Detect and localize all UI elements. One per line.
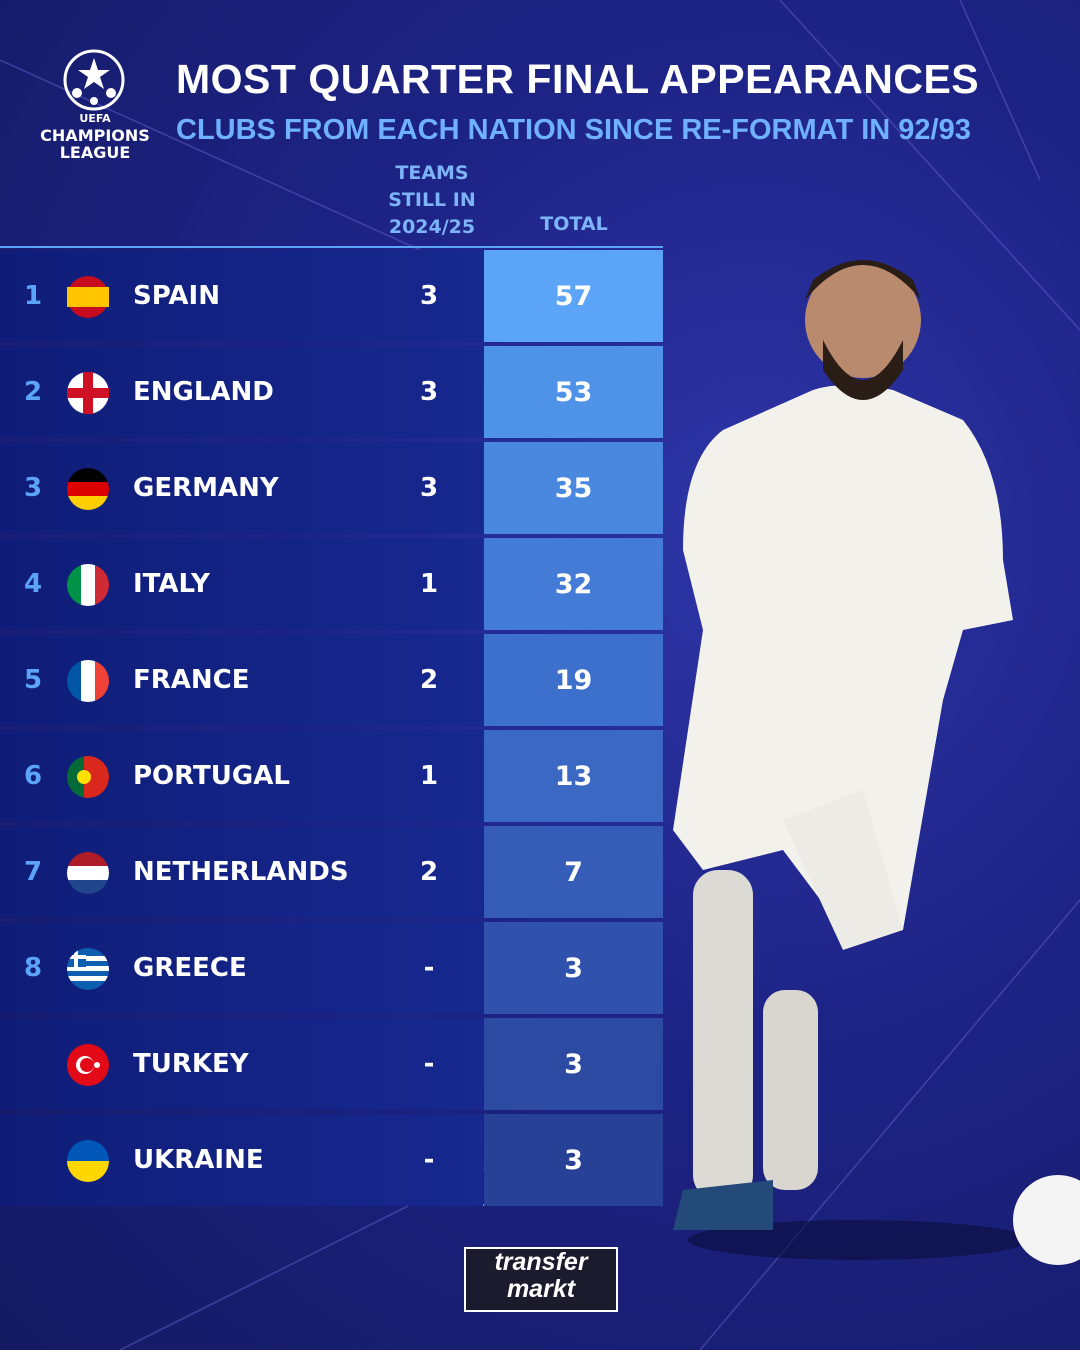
rank: 1 [24, 281, 43, 311]
country: ENGLAND [133, 377, 274, 407]
flag [67, 852, 109, 894]
brand-logo: transfer markt [464, 1247, 618, 1312]
country: GERMANY [133, 473, 279, 503]
teams-still-in: 3 [419, 281, 439, 311]
logo-starball [63, 49, 125, 111]
flag-icon [66, 1139, 110, 1187]
country: GREECE [133, 953, 247, 983]
teams-still-in: - [423, 1145, 435, 1175]
country: NETHERLANDS [133, 857, 349, 887]
player-photo [673, 260, 1080, 1265]
rank: 3 [24, 473, 43, 503]
rank: 7 [24, 857, 43, 887]
table-row: TURKEY - 3 [0, 1018, 663, 1110]
table-row: 7 NETHERLANDS 2 7 [0, 826, 663, 918]
table-row: 1 SPAIN 3 57 [0, 250, 663, 342]
logo-top: UEFA [79, 112, 111, 125]
flag-icon [66, 1043, 110, 1091]
table-row: 4 ITALY 1 32 [0, 538, 663, 630]
table-row: 3 GERMANY 3 35 [0, 442, 663, 534]
subtitle: CLUBS FROM EACH NATION SINCE RE-FORMAT I… [176, 114, 971, 146]
flag-icon [66, 275, 110, 323]
flag-icon [66, 563, 110, 611]
total: 7 [484, 826, 663, 918]
flag [67, 276, 109, 318]
total: 3 [484, 1018, 663, 1110]
brand-line: markt [506, 1275, 576, 1303]
flag [67, 564, 109, 606]
total: 3 [484, 1114, 663, 1206]
teams-header-line: 2024/25 [388, 216, 476, 238]
country: FRANCE [133, 665, 250, 695]
teams-still-in: - [423, 1049, 435, 1079]
teams-still-in: 1 [419, 761, 439, 791]
logo-middle: CHAMPIONS [40, 126, 150, 145]
total: 3 [484, 922, 663, 1014]
logo-text: UEFA CHAMPIONS LEAGUE [30, 110, 160, 161]
flag-icon [66, 947, 110, 995]
table-row: 6 PORTUGAL 1 13 [0, 730, 663, 822]
teams-still-in: 2 [419, 665, 439, 695]
rank: 8 [24, 953, 43, 983]
table-row: 5 FRANCE 2 19 [0, 634, 663, 726]
title: MOST QUARTER FINAL APPEARANCES [176, 56, 980, 102]
country: PORTUGAL [133, 761, 290, 791]
rank: 2 [24, 377, 43, 407]
rank: 4 [24, 569, 43, 599]
flag [67, 756, 109, 798]
total: 19 [484, 634, 663, 726]
flag-icon [66, 851, 110, 899]
total: 32 [484, 538, 663, 630]
flag [67, 372, 109, 414]
total: 35 [484, 442, 663, 534]
table-row: UKRAINE - 3 [0, 1114, 663, 1206]
total: 53 [484, 346, 663, 438]
flag-icon [66, 659, 110, 707]
total: 13 [484, 730, 663, 822]
country: TURKEY [133, 1049, 249, 1079]
teams-header: TEAMS STILL IN 2024/25 [372, 160, 492, 241]
teams-still-in: 2 [419, 857, 439, 887]
total: 57 [484, 250, 663, 342]
teams-still-in: - [423, 953, 435, 983]
flag [67, 1044, 109, 1086]
flag-icon [66, 371, 110, 419]
total-header: TOTAL [540, 213, 608, 235]
teams-header-line: TEAMS [395, 162, 469, 184]
flag-icon [66, 467, 110, 515]
flag-icon [66, 755, 110, 803]
rank: 5 [24, 665, 43, 695]
table-top-line [0, 246, 663, 248]
flag [67, 948, 109, 990]
brand-line: transfer [494, 1248, 588, 1276]
teams-still-in: 1 [419, 569, 439, 599]
country: UKRAINE [133, 1145, 264, 1175]
table-row: 8 GREECE - 3 [0, 922, 663, 1014]
flag [67, 468, 109, 510]
flag [67, 660, 109, 702]
flag [67, 1140, 109, 1182]
table-row: 2 ENGLAND 3 53 [0, 346, 663, 438]
teams-header-line: STILL IN [388, 189, 476, 211]
teams-still-in: 3 [419, 377, 439, 407]
country: ITALY [133, 569, 210, 599]
rank: 6 [24, 761, 43, 791]
logo-bottom: LEAGUE [59, 143, 131, 162]
teams-still-in: 3 [419, 473, 439, 503]
country: SPAIN [133, 281, 220, 311]
